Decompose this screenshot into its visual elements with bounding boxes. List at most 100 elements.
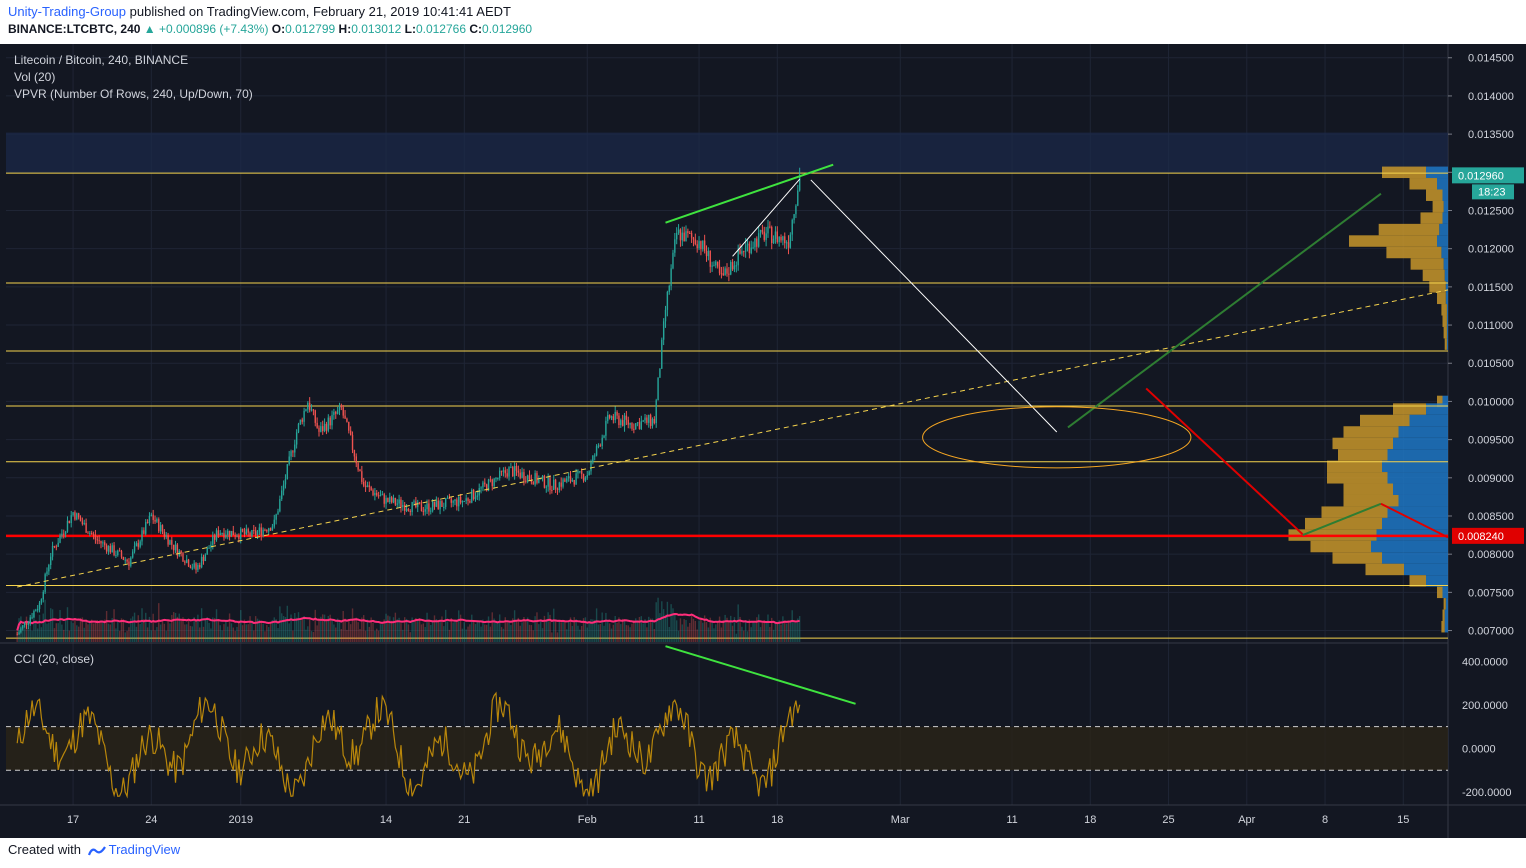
candle-body xyxy=(726,268,728,274)
volume-bar xyxy=(513,610,516,642)
candle-body xyxy=(599,445,602,447)
volume-bar xyxy=(500,627,503,642)
volume-bar xyxy=(562,620,564,642)
candle-body xyxy=(104,542,106,546)
candle-body xyxy=(752,247,754,249)
up-arrow-line[interactable] xyxy=(732,178,801,257)
candle-body xyxy=(325,423,328,431)
candle-body xyxy=(277,511,279,515)
target-arrow-line[interactable] xyxy=(1067,192,1382,429)
candle-body xyxy=(454,499,456,502)
candle-body xyxy=(172,544,175,551)
candle-body xyxy=(376,492,378,496)
candle-body xyxy=(700,241,702,250)
volume-bar xyxy=(249,616,251,642)
open-label: O: xyxy=(271,22,286,36)
candle-body xyxy=(558,482,561,490)
volume-bar xyxy=(631,623,633,642)
price-chart[interactable]: 0.0145000.0140000.0135000.0130000.012500… xyxy=(0,44,1526,838)
volume-bar xyxy=(659,613,661,642)
candle-body xyxy=(504,470,506,474)
created-with-text: Created with xyxy=(8,842,81,857)
vpvr-down-bar xyxy=(1441,304,1447,316)
candle-body xyxy=(694,239,697,245)
candle-body xyxy=(176,544,179,556)
vpvr-down-bar xyxy=(1409,575,1426,587)
down-arrow-line[interactable] xyxy=(810,179,1058,433)
volume-bar xyxy=(232,627,234,642)
candle-body xyxy=(485,484,488,491)
volume-bar xyxy=(316,625,318,642)
candle-body xyxy=(29,617,31,623)
candle-body xyxy=(603,435,605,438)
volume-bar xyxy=(616,622,618,642)
candle-body xyxy=(158,519,160,532)
price-axis[interactable]: 0.0145000.0140000.0135000.0130000.012500… xyxy=(1448,53,1524,799)
drop-arrow-line[interactable] xyxy=(1145,387,1304,536)
second-drop-arrow-line[interactable] xyxy=(1380,502,1449,539)
close-value: 0.012960 xyxy=(482,22,533,36)
ascending-trendline[interactable] xyxy=(17,289,1449,588)
volume-bar xyxy=(621,618,624,642)
candle-body xyxy=(83,523,85,525)
volume-bar xyxy=(711,620,713,642)
volume-bar xyxy=(785,623,788,642)
author-link[interactable]: Unity-Trading-Group xyxy=(8,4,127,19)
candle-body xyxy=(213,535,216,540)
candle-body xyxy=(396,503,398,505)
time-tick-label: Mar xyxy=(891,814,910,826)
volume-bar xyxy=(607,621,609,642)
publish-header: Unity-Trading-Group published on Trading… xyxy=(8,4,511,19)
volume-bar xyxy=(165,630,167,642)
candle-body xyxy=(145,522,147,534)
candle-body xyxy=(409,510,411,513)
bounce-arrow-line[interactable] xyxy=(1302,502,1382,537)
volume-bar xyxy=(435,619,438,642)
volume-bar xyxy=(340,628,343,642)
vpvr-down-bar xyxy=(1393,403,1426,415)
candle-body xyxy=(730,262,732,275)
volume-bar xyxy=(245,624,248,642)
candle-body xyxy=(512,467,514,477)
resistance-trendline[interactable] xyxy=(665,163,834,224)
drawings[interactable] xyxy=(17,163,1449,588)
candle-body xyxy=(718,266,721,274)
candle-body xyxy=(633,428,635,430)
candle-body xyxy=(469,500,471,503)
volume-bar xyxy=(471,614,473,642)
volume-bar xyxy=(608,623,611,642)
target-ellipse[interactable] xyxy=(922,406,1192,469)
volume-bar xyxy=(543,615,546,642)
candle-body xyxy=(571,480,574,482)
candle-body xyxy=(314,410,316,423)
volume-bar xyxy=(422,623,425,642)
volume-bar xyxy=(383,619,385,642)
tradingview-link[interactable]: TradingView xyxy=(108,842,181,857)
change-text: +0.000896 (+7.43%) xyxy=(159,22,269,36)
candles xyxy=(16,167,801,636)
vpvr-up-bar xyxy=(1426,166,1448,179)
candle-body xyxy=(411,502,413,513)
candle-body xyxy=(344,415,346,419)
candle-body xyxy=(96,539,98,541)
volume-bar xyxy=(420,624,423,642)
candle-body xyxy=(595,446,598,456)
volume-bar xyxy=(243,619,246,642)
candle-body xyxy=(338,405,341,411)
volume-bar xyxy=(553,608,555,642)
candle-body xyxy=(307,402,309,410)
volume-bar xyxy=(480,626,482,642)
volume-bar xyxy=(318,618,320,642)
volume-bar xyxy=(253,630,255,642)
candle-body xyxy=(403,505,406,511)
price-tick-label: 0.012500 xyxy=(1468,205,1514,217)
volume-bar xyxy=(696,629,698,642)
cci-pane xyxy=(6,645,1448,799)
candle-body xyxy=(89,532,91,534)
price-tick-label: 0.013500 xyxy=(1468,129,1514,141)
cci-divergence-line[interactable] xyxy=(665,645,856,705)
volume-bar xyxy=(390,620,393,642)
volume-bar xyxy=(538,624,540,642)
candle-body xyxy=(361,471,363,482)
time-axis[interactable]: 17 24 2019 14 21 Feb 11 18 Mar 11 18 25 Apr 8 15 xyxy=(67,814,1409,826)
